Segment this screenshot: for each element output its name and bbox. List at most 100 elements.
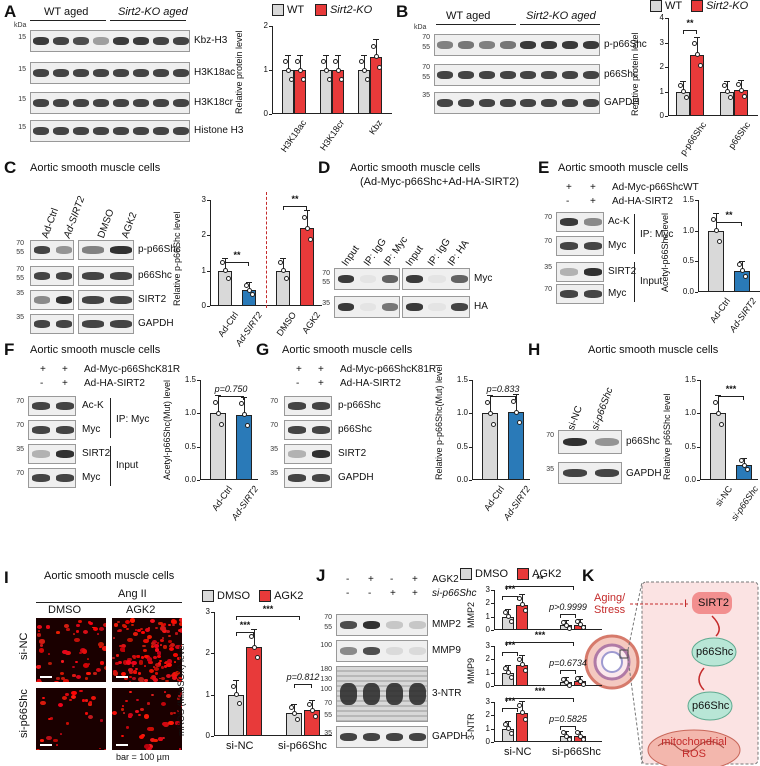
y-tick: 4 [659, 13, 664, 22]
blot-band [337, 275, 355, 283]
cell-signal [75, 660, 79, 664]
data-point [361, 67, 367, 73]
mw-marker: 55 [322, 279, 330, 286]
cell-signal [133, 631, 139, 636]
cell-signal [132, 670, 138, 674]
cell-signal [144, 744, 151, 749]
panel-label-b: B [396, 2, 409, 21]
y-tick: 3 [201, 195, 206, 204]
y-tick: 2 [659, 62, 664, 71]
cell-signal [76, 674, 82, 679]
blot-label-e-2: SIRT2 [608, 266, 637, 277]
y-tick: 2 [485, 654, 490, 664]
cell-signal [88, 703, 92, 706]
blot-band [33, 320, 51, 328]
blot-band [173, 37, 189, 45]
blot-band [583, 290, 603, 298]
cell-signal [126, 637, 133, 643]
y-tick: 1.0 [682, 225, 694, 235]
blot-label-b-0: p-p66Shc [604, 39, 647, 50]
cell-signal [99, 719, 103, 722]
angii-label: Ang II [118, 588, 147, 600]
data-point [516, 656, 522, 662]
sig-b: ** [686, 18, 694, 28]
cell-signal [151, 645, 155, 648]
bar [710, 413, 726, 480]
data-point [309, 707, 315, 713]
chart-i [214, 612, 332, 736]
x-tick-label: si-NC [504, 746, 532, 758]
cell-signal [181, 703, 182, 708]
y-axis-label: Relative p-p66Shc(Mut) level [434, 364, 444, 480]
blot-g-2 [284, 444, 332, 464]
blot-label-g-2: SIRT2 [338, 448, 367, 459]
data-point [513, 409, 519, 415]
blot-band [93, 99, 109, 107]
cell-signal [168, 639, 173, 643]
data-point [519, 602, 525, 608]
data-point [291, 710, 297, 716]
data-point [505, 614, 511, 620]
data-point [304, 225, 310, 231]
sig-i-2: *** [262, 604, 274, 614]
blot-band [31, 450, 51, 458]
legend-ko: Sirt2-KO [329, 4, 373, 16]
blot-band [55, 450, 75, 458]
cell-signal [174, 661, 177, 664]
blot-c-left-1 [30, 266, 74, 286]
cell-signal [164, 665, 168, 668]
y-tick: 1 [485, 611, 490, 621]
sig-j-0-b: ** [536, 574, 544, 584]
cell-signal [162, 623, 167, 626]
blot-band [110, 272, 132, 280]
data-point [677, 82, 683, 88]
cell-signal [121, 705, 125, 707]
cell-signal [171, 673, 176, 677]
cell-signal [150, 676, 153, 679]
chart-j-2 [494, 702, 602, 742]
data-point [560, 619, 566, 625]
panel-label-i: I [4, 568, 9, 587]
mw-marker: 70 [324, 700, 332, 707]
data-point [297, 67, 303, 73]
blot-band [594, 469, 620, 477]
y-tick: 3 [205, 607, 210, 616]
data-point [282, 58, 288, 64]
blot-band [458, 41, 474, 49]
data-point [294, 58, 300, 64]
blot-band [173, 127, 189, 135]
cell-signal [138, 734, 144, 739]
sign: + [368, 574, 374, 585]
blot-band [73, 69, 89, 77]
mw-marker: 180 [320, 666, 332, 673]
cell-signal [146, 656, 153, 662]
data-point [580, 681, 586, 687]
blot-band [541, 71, 557, 79]
blot-band [55, 320, 73, 328]
y-tick: 0.5 [682, 256, 694, 266]
cell-signal [163, 690, 167, 693]
blot-c-left-3 [30, 314, 74, 334]
cell-signal [146, 634, 153, 640]
cell-signal [40, 700, 47, 706]
blot-band [31, 426, 51, 434]
panel-label-c: C [4, 158, 17, 177]
cell-signal [176, 677, 182, 682]
cell-signal [158, 659, 162, 663]
mw-marker: 70 [270, 398, 278, 405]
y-axis-label: MMP9 [466, 657, 476, 684]
sign: + [412, 574, 418, 585]
cell-signal [112, 657, 115, 659]
mw-marker: 70 [16, 470, 24, 477]
cell-signal [70, 690, 77, 696]
blot-h-p66 [558, 430, 622, 454]
blot-band [55, 296, 73, 304]
mw-marker: 55 [324, 624, 332, 631]
cell-signal [79, 652, 82, 655]
y-tick: 0.0 [682, 287, 694, 296]
cell-signal [36, 749, 40, 750]
cell-signal [39, 644, 43, 647]
sign: - [346, 574, 350, 585]
cell-signal [159, 644, 163, 647]
blot-band [33, 99, 49, 107]
